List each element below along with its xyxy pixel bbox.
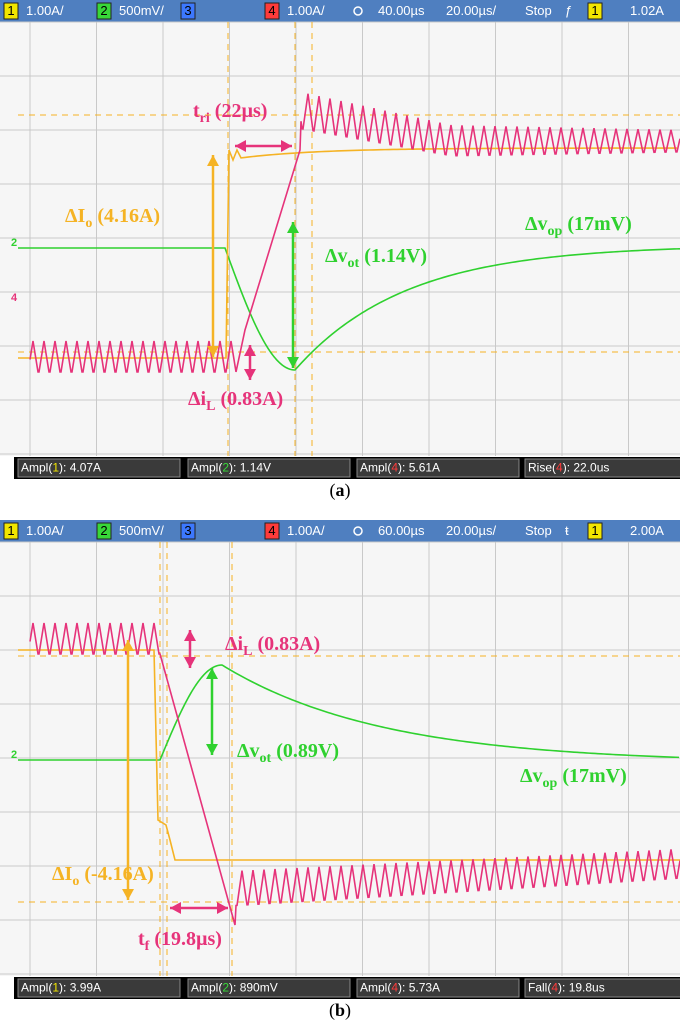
header-text: Stop: [525, 523, 552, 538]
measure-prefix: Ampl(: [191, 461, 222, 475]
channel-number: 2: [100, 3, 107, 18]
screen-bg: [0, 22, 680, 456]
header-text: 60.00µs: [378, 523, 425, 538]
header-text: 500mV/: [119, 3, 164, 18]
measure-value: ): 5.73A: [398, 981, 440, 995]
measurement: Ampl(2): 1.14V: [191, 461, 271, 475]
figure: 1 1.00A/2 500mV/3 4 1.00A/40.00µs 20.00µs/Sto…: [0, 0, 680, 1027]
channel-number: 1: [7, 523, 14, 538]
measurement: Ampl(1): 4.07A: [21, 461, 101, 475]
channel-marker: 2: [11, 237, 17, 249]
measurement: Ampl(4): 5.73A: [360, 981, 440, 995]
header-text: 2.00A: [630, 523, 664, 538]
annotation-main: Δi: [188, 388, 207, 410]
channel-marker: 2: [11, 749, 17, 761]
measure-prefix: Rise(: [528, 461, 556, 475]
annotation-sub: ri: [200, 111, 210, 126]
measurement: Rise(4): 22.0us: [528, 461, 609, 475]
measurement-bar: Ampl(1): 3.99A Ampl(2): 890mV Ampl(4): 5.7…: [14, 977, 680, 999]
annotation-rest: (0.83A): [252, 633, 320, 655]
channel-number: 1: [591, 523, 598, 538]
channel-number: 4: [268, 523, 275, 538]
header-text: 1.00A/: [287, 523, 325, 538]
header-bar: 1 1.00A/2 500mV/3 4 1.00A/40.00µs 20.00µs/Sto…: [0, 0, 680, 22]
annotation-sub: ot: [348, 256, 360, 271]
measure-prefix: Fall(: [528, 981, 551, 995]
header-text: 1.00A/: [26, 3, 64, 18]
annotation-rest: (-4.16A): [79, 863, 153, 885]
channel-number: 2: [100, 523, 107, 538]
header-text: 1.00A/: [287, 3, 325, 18]
measure-value: ): 19.8us: [558, 981, 605, 995]
annotation-main: Δv: [525, 213, 548, 235]
measurement: Fall(4): 19.8us: [528, 981, 605, 995]
caption-letter: a: [336, 480, 345, 500]
annotation-main: Δv: [325, 245, 348, 267]
header-bar: 1 1.00A/2 500mV/3 4 1.00A/60.00µs 20.00µs/Sto…: [0, 520, 680, 542]
annotation-sub: ot: [260, 751, 272, 766]
panel: 1 1.00A/2 500mV/3 4 1.00A/40.00µs 20.00µs/Sto…: [0, 0, 680, 501]
annotation-rest: (19.8µs): [149, 928, 222, 950]
measure-prefix: Ampl(: [191, 981, 222, 995]
measure-prefix: Ampl(: [21, 461, 52, 475]
measure-value: ): 22.0us: [563, 461, 610, 475]
annotation-sub: o: [72, 874, 79, 889]
measure-value: ): 1.14V: [229, 461, 271, 475]
annotation-sub: L: [206, 399, 215, 414]
channel-marker: 4: [11, 292, 18, 304]
measurement: Ampl(1): 3.99A: [21, 981, 101, 995]
measure-prefix: Ampl(: [360, 461, 391, 475]
measurement: Ampl(4): 5.61A: [360, 461, 440, 475]
header-text: 1.00A/: [26, 523, 64, 538]
panel: 1 1.00A/2 500mV/3 4 1.00A/60.00µs 20.00µs/Sto…: [0, 520, 680, 1021]
caption-close: ): [345, 1000, 351, 1021]
header-text: 40.00µs: [378, 3, 425, 18]
annotation-rest: (4.16A): [92, 205, 160, 227]
header-text: 1.02A: [630, 3, 664, 18]
measure-value: ): 4.07A: [59, 461, 101, 475]
header-text: ŧ: [565, 523, 569, 538]
channel-number: 1: [591, 3, 598, 18]
measurement: Ampl(2): 890mV: [191, 981, 278, 995]
annotation-sub: L: [243, 644, 252, 659]
header-text: Stop: [525, 3, 552, 18]
annotation-rest: (17mV): [557, 765, 626, 787]
channel-number: 3: [184, 3, 191, 18]
header-text: 20.00µs/: [446, 523, 497, 538]
annotation-sub: op: [543, 776, 558, 791]
header-text: ƒ: [565, 3, 572, 18]
scope-screen: 24tri (22µs)ΔIo (4.16A)Δvop (17mV)Δvot (…: [0, 22, 680, 456]
annotation-rest: (0.89V): [271, 740, 339, 762]
measure-value: ): 890mV: [229, 981, 278, 995]
measure-prefix: Ampl(: [21, 981, 52, 995]
channel-number: 3: [184, 523, 191, 538]
measure-value: ): 3.99A: [59, 981, 101, 995]
caption-close: ): [345, 480, 351, 501]
annotation-sub: op: [548, 224, 563, 239]
channel-number: 1: [7, 3, 14, 18]
screen-bg: [0, 542, 680, 976]
scope-screen: 2ΔiL (0.83A)Δvot (0.89V)Δvop (17mV)ΔIo (…: [0, 542, 680, 976]
annotation-rest: (17mV): [562, 213, 631, 235]
annotation-main: ΔI: [52, 863, 73, 885]
annotation-main: Δv: [520, 765, 543, 787]
header-text: 500mV/: [119, 523, 164, 538]
measure-value: ): 5.61A: [398, 461, 440, 475]
annotation-rest: (1.14V): [359, 245, 427, 267]
measurement-bar: Ampl(1): 4.07A Ampl(2): 1.14V Ampl(4): 5.6…: [14, 457, 680, 479]
page: 1 1.00A/2 500mV/3 4 1.00A/40.00µs 20.00µs/Sto…: [0, 0, 680, 1027]
annotation-main: Δi: [225, 633, 244, 655]
header-text: 20.00µs/: [446, 3, 497, 18]
annotation-rest: (22µs): [210, 100, 268, 122]
annotation-main: ΔI: [65, 205, 86, 227]
caption-letter: b: [335, 1000, 345, 1020]
annotation-rest: (0.83A): [215, 388, 283, 410]
annotation-main: Δv: [237, 740, 260, 762]
caption: (a): [330, 480, 351, 501]
caption: (b): [329, 1000, 351, 1021]
annotation-sub: o: [85, 216, 92, 231]
channel-number: 4: [268, 3, 275, 18]
measure-prefix: Ampl(: [360, 981, 391, 995]
